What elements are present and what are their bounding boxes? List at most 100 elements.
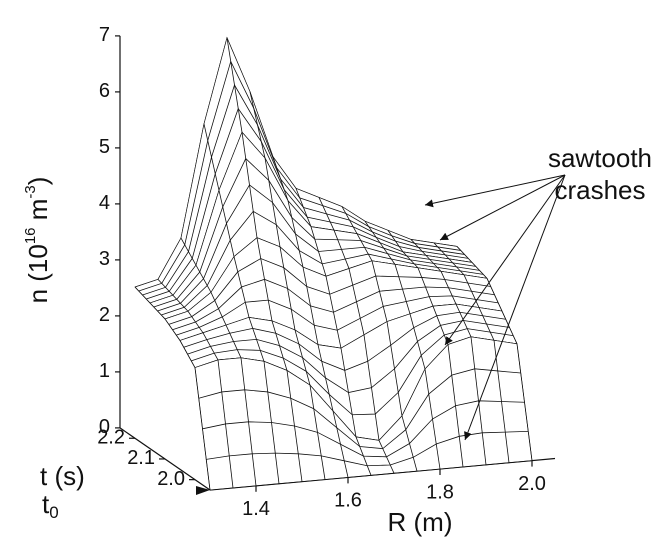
mesh-line <box>410 239 427 256</box>
mesh-line <box>263 361 280 484</box>
mesh-line <box>470 336 487 465</box>
mesh-line <box>272 156 289 201</box>
mesh-line <box>233 256 250 318</box>
mesh-line <box>203 123 220 191</box>
mesh-line <box>440 271 457 305</box>
mesh-line <box>271 320 288 371</box>
t0-label: t0 <box>42 489 59 523</box>
mesh-line <box>364 221 381 244</box>
mesh-line <box>134 286 151 304</box>
mesh-line <box>516 343 533 461</box>
mesh-line <box>309 385 326 480</box>
mesh-line <box>417 267 434 307</box>
annotation-arrow <box>444 174 566 346</box>
mesh-line <box>157 279 174 296</box>
mesh-line <box>180 237 197 266</box>
mesh-line <box>249 91 266 159</box>
r-tick-label: 2.0 <box>518 473 546 495</box>
mesh-line <box>194 367 211 491</box>
mesh-line <box>456 246 473 263</box>
mesh-line <box>217 359 234 488</box>
t0-arrow <box>196 486 210 495</box>
z-label-sup: 16 <box>22 227 39 244</box>
mesh-line <box>287 200 304 268</box>
mesh-line <box>187 311 204 334</box>
mesh-line <box>310 226 327 277</box>
r-tick-label: 1.8 <box>426 481 454 503</box>
mesh-line <box>493 340 510 463</box>
mesh-line <box>447 344 464 467</box>
mesh-line <box>333 230 350 269</box>
mesh-line <box>501 310 518 345</box>
mesh-line <box>486 278 503 312</box>
z-tick-label: 4 <box>99 192 110 214</box>
mesh-line <box>394 264 411 315</box>
mesh-line <box>340 348 357 438</box>
mesh-line <box>401 415 418 472</box>
mesh-line <box>241 132 258 238</box>
mesh-line <box>455 303 472 338</box>
z-label-part: ) <box>23 177 53 186</box>
mesh-line <box>256 237 273 321</box>
mesh-line <box>172 295 189 312</box>
z-tick-label: 1 <box>99 360 110 382</box>
z-tick-label: 0 <box>99 416 110 438</box>
annotation-arrow <box>464 174 566 441</box>
mesh-line <box>226 37 243 133</box>
mesh-line <box>248 317 265 362</box>
mesh-line <box>478 307 495 341</box>
mesh-line <box>348 268 365 335</box>
mesh-line <box>356 233 373 262</box>
surface-row <box>209 460 533 491</box>
mesh-line <box>210 292 227 326</box>
mesh-line <box>433 242 450 260</box>
annotation-arrow <box>424 174 566 208</box>
r-tick-label: 1.6 <box>334 490 362 512</box>
t-axis-label: t (s) <box>40 461 85 491</box>
t-tick-label: 2.1 <box>127 447 155 469</box>
mesh-line <box>302 267 319 345</box>
mesh-line <box>387 230 404 253</box>
mesh-line <box>363 334 380 441</box>
mesh-line <box>317 344 334 412</box>
z-tick-label: 6 <box>99 80 110 102</box>
mesh-line <box>409 313 426 370</box>
mesh-line <box>471 262 488 279</box>
mesh-line <box>378 440 395 474</box>
mesh-line <box>355 436 372 476</box>
mesh-line <box>371 260 388 322</box>
mesh-line <box>164 318 181 341</box>
mesh-line <box>279 246 296 331</box>
mesh-line <box>240 357 257 486</box>
mesh-line <box>218 190 235 257</box>
mesh-line <box>424 368 441 470</box>
r-axis-label: R (m) <box>388 507 453 537</box>
annotation: crashes <box>554 175 645 205</box>
z-label-sup: -3 <box>22 185 39 198</box>
z-label-part: n (10 <box>23 244 53 303</box>
mesh-line <box>332 410 349 478</box>
r-tick-label: 1.4 <box>242 498 270 520</box>
annotation-arrow <box>439 174 566 241</box>
mesh-line <box>379 242 396 265</box>
t0-base: t <box>42 489 50 519</box>
mesh-line <box>448 258 465 276</box>
mesh-line <box>325 276 342 349</box>
z-tick-label: 3 <box>99 248 110 270</box>
mesh-line <box>195 265 212 293</box>
mesh-line <box>425 255 442 272</box>
mesh-line <box>179 340 196 368</box>
mesh-line <box>402 251 419 269</box>
mesh-line <box>264 158 281 247</box>
z-tick-label: 7 <box>99 24 110 46</box>
mesh-line <box>225 324 242 359</box>
mesh-line <box>202 332 219 361</box>
mesh-line <box>318 197 335 231</box>
z-tick-label: 2 <box>99 304 110 326</box>
t-tick-label: 2.2 <box>97 427 125 449</box>
z-axis-label: n (1016 m-3) <box>22 177 53 304</box>
mesh-line <box>294 329 311 386</box>
z-tick-label: 5 <box>99 136 110 158</box>
mesh-line <box>463 274 480 308</box>
